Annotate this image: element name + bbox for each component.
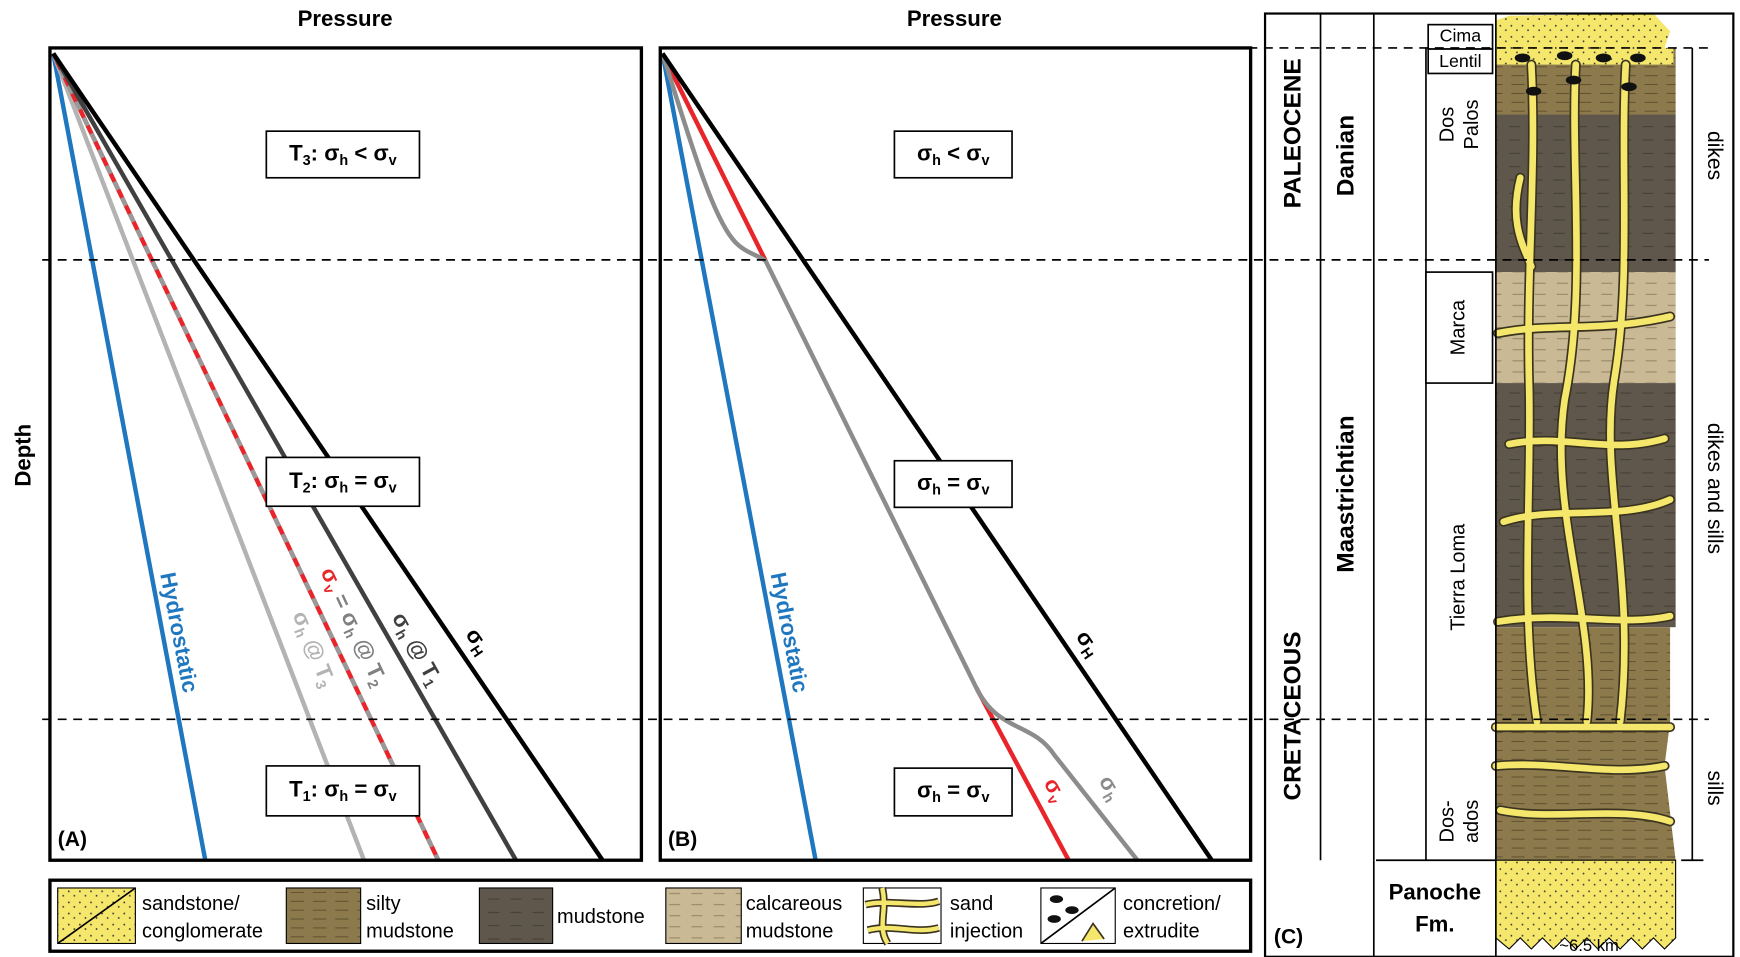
formation-label: Lentil (1439, 51, 1481, 71)
hydrostatic-line (662, 53, 815, 860)
legend-label: mudstone (746, 921, 834, 943)
legend-label: injection (950, 921, 1023, 943)
axis-label: Depth (10, 424, 35, 487)
intrusion-label: sills (1703, 771, 1726, 806)
hydrostatic-line (53, 53, 205, 860)
scale-label: ~6.5 km (1559, 936, 1619, 955)
legend-label: conglomerate (142, 921, 263, 943)
legend-label: sand (950, 893, 993, 915)
legend-label: extrudite (1123, 921, 1200, 943)
panel-a: Pressure Depth T3: σh < σv T2: σh = σv T… (10, 6, 641, 860)
state-label: σh = σv (917, 777, 989, 806)
epoch-label: CRETACEOUS (1279, 631, 1306, 800)
panel-tag: (B) (668, 828, 697, 851)
legend-swatch (479, 888, 552, 943)
legend-label: silty (366, 893, 400, 915)
panel-tag: (C) (1274, 925, 1303, 948)
formation-label: Cima (1440, 26, 1482, 46)
panel-title: Pressure (907, 6, 1002, 31)
formation-label: ados (1461, 800, 1483, 843)
line-label: σv (1036, 773, 1072, 807)
legend-swatch (286, 888, 360, 943)
state-label: σh = σv (917, 470, 989, 499)
intrusion-label: dikes (1703, 131, 1726, 180)
stage-label: Maastrichtian (1333, 415, 1360, 572)
panel-title: Pressure (298, 6, 393, 31)
legend: sandstone/ conglomerate silty mudstone m… (50, 880, 1251, 951)
panel-tag: (A) (58, 828, 87, 851)
formation-label: Panoche (1389, 879, 1481, 904)
legend-label: calcareous (746, 893, 843, 915)
line-label: σh (1091, 771, 1128, 806)
legend-label: sandstone/ (142, 893, 240, 915)
legend-swatch (666, 888, 741, 943)
state-label: σh < σv (917, 140, 989, 169)
formation-label: Palos (1461, 100, 1483, 150)
figure: Pressure Depth T3: σh < σv T2: σh = σv T… (0, 0, 1740, 957)
panel-c: Cima Lentil Dos Palos Marca Tierra Loma … (1265, 14, 1733, 957)
lithology (1496, 14, 1670, 48)
formation-label: Dos (1436, 107, 1458, 143)
formation-label: Marca (1448, 299, 1470, 355)
formation-label: Dos- (1436, 800, 1458, 842)
formation-label: Tierra Loma (1448, 523, 1470, 631)
legend-label: mudstone (557, 906, 645, 928)
legend-label: concretion/ (1123, 893, 1221, 915)
formation-label: Fm. (1415, 912, 1454, 937)
stage-label: Danian (1333, 115, 1360, 196)
epoch-label: PALEOCENE (1279, 58, 1306, 208)
legend-swatch (863, 888, 941, 943)
intrusion-label: dikes and sills (1703, 423, 1726, 554)
sigma-v-line (662, 53, 765, 261)
legend-label: mudstone (366, 921, 454, 943)
panel-b: Pressure σh < σv σh = σv σh = σv Hydrost… (660, 6, 1250, 860)
